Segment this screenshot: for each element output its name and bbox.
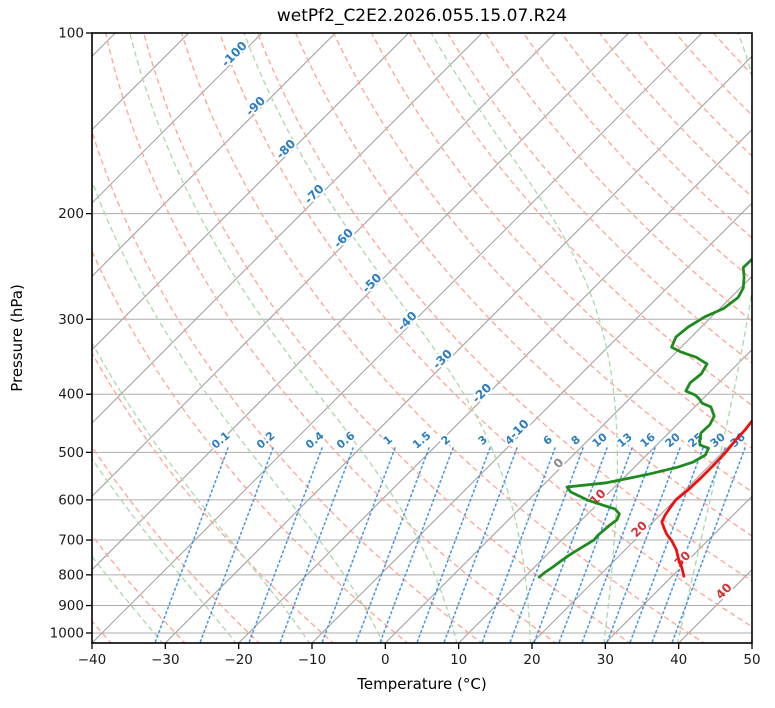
line-label: 2 — [439, 433, 453, 448]
line-label: 0.6 — [334, 429, 358, 452]
isobar-gridlines — [92, 33, 752, 634]
y-tick-label: 400 — [58, 387, 84, 403]
x-tick-label: 0 — [381, 652, 390, 668]
sounding-profiles — [537, 257, 752, 579]
chart-title: wetPf2_C2E2.2026.055.15.07.R24 — [276, 6, 568, 26]
line-label: 3 — [476, 433, 490, 448]
dry-adiabats — [92, 33, 752, 643]
plot-frame — [91, 32, 753, 644]
y-tick-label: 500 — [58, 445, 84, 461]
line-label: -80 — [273, 137, 298, 162]
x-tick-label: −30 — [151, 652, 180, 668]
line-label: -30 — [430, 347, 455, 372]
x-axis-label: Temperature (°C) — [357, 675, 487, 693]
axis-ticks — [86, 32, 753, 649]
y-tick-label: 100 — [58, 26, 84, 42]
line-label: 0 — [551, 455, 567, 471]
axis-tick-labels: −40 −30 −20 −10 0 10 20 30 40 5010020030040050060… — [50, 26, 761, 669]
line-label: -70 — [302, 182, 327, 207]
y-tick-label: 200 — [58, 206, 84, 222]
y-axis-label: Pressure (hPa) — [8, 284, 26, 392]
x-tick-label: 10 — [450, 652, 467, 668]
y-tick-label: 600 — [58, 492, 84, 508]
line-label: 6 — [541, 433, 555, 448]
isotherms — [92, 33, 752, 643]
x-tick-label: −40 — [78, 652, 107, 668]
moist-adiabats — [92, 33, 752, 643]
x-tick-label: 40 — [670, 652, 687, 668]
line-label: -40 — [395, 309, 420, 334]
mixing-ratio-lines: 0.1 0.2 0.4 0.6 1 1.5 2 3 4 6 8 10 13 16 20 25 30 36 — [154, 427, 750, 643]
line-label: 1 — [381, 433, 395, 448]
line-label: -20 — [469, 381, 494, 406]
x-tick-label: 20 — [523, 652, 540, 668]
line-label: 8 — [569, 433, 583, 448]
x-tick-label: −20 — [224, 652, 253, 668]
y-tick-label: 800 — [58, 567, 84, 583]
dewpoint-profile-line — [537, 257, 752, 579]
line-label: -90 — [243, 94, 268, 119]
x-tick-label: 50 — [743, 652, 760, 668]
line-label: 0.4 — [303, 429, 327, 452]
line-label: -60 — [331, 226, 356, 251]
x-tick-label: −10 — [298, 652, 327, 668]
y-tick-label: 900 — [58, 598, 84, 614]
line-label: 1.5 — [410, 429, 433, 451]
line-label: -100 — [219, 39, 250, 70]
line-label: 40 — [713, 580, 735, 602]
y-tick-label: 300 — [58, 312, 84, 328]
line-label: 0.2 — [254, 429, 277, 451]
temperature-profile-line — [660, 418, 752, 578]
plot-area: 0.1 0.2 0.4 0.6 1 1.5 2 3 4 6 8 10 13 16 20 25 30 36-100-… — [92, 33, 752, 643]
y-tick-label: 700 — [58, 533, 84, 549]
x-tick-label: 30 — [597, 652, 614, 668]
y-tick-label: 1000 — [50, 626, 84, 642]
